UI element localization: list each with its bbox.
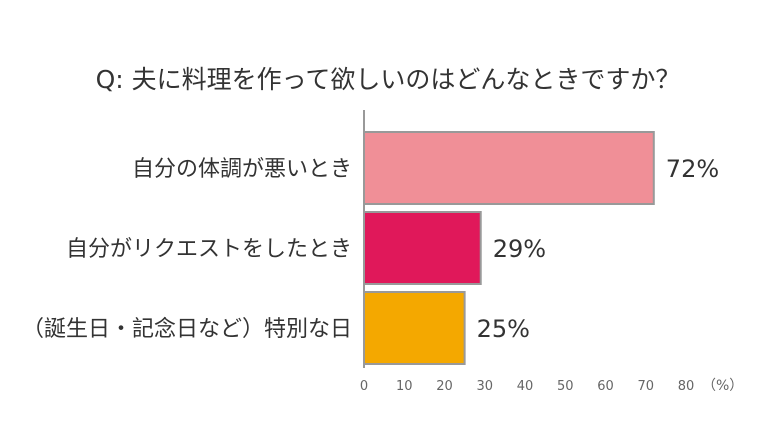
value-label-1: 72% — [666, 155, 719, 183]
x-tick-label-50: 50 — [557, 379, 574, 394]
value-label-2: 29% — [493, 235, 546, 263]
x-tick-label-20: 20 — [436, 379, 453, 394]
labels-group: 自分の体調が悪いとき 72% 自分がリクエストをしたとき 29% （誕生日・記念日など）… — [22, 155, 719, 343]
value-label-3: 25% — [477, 315, 530, 343]
x-tick-label-30: 30 — [476, 379, 493, 394]
x-tick-label-0: 0 — [360, 379, 368, 394]
x-tick-label-70: 70 — [637, 379, 654, 394]
x-tick-label-40: 40 — [517, 379, 534, 394]
bar-2 — [363, 211, 482, 285]
bars-group — [363, 131, 655, 365]
bar-3 — [363, 291, 466, 365]
x-tick-label-80: 80 — [678, 379, 695, 394]
x-tick-label-60: 60 — [597, 379, 614, 394]
chart-title: Q: 夫に料理を作って欲しいのはどんなときですか？ — [96, 65, 681, 94]
category-label-1: 自分の体調が悪いとき — [132, 157, 352, 182]
x-tick-label-10: 10 — [396, 379, 413, 394]
category-label-2: 自分がリクエストをしたとき — [66, 237, 352, 262]
x-axis: 0 10 20 30 40 50 60 70 80 （%） — [360, 110, 743, 394]
x-axis-unit: （%） — [702, 378, 743, 394]
category-label-3: （誕生日・記念日など）特別な日 — [22, 317, 352, 342]
bar-1 — [363, 131, 655, 205]
